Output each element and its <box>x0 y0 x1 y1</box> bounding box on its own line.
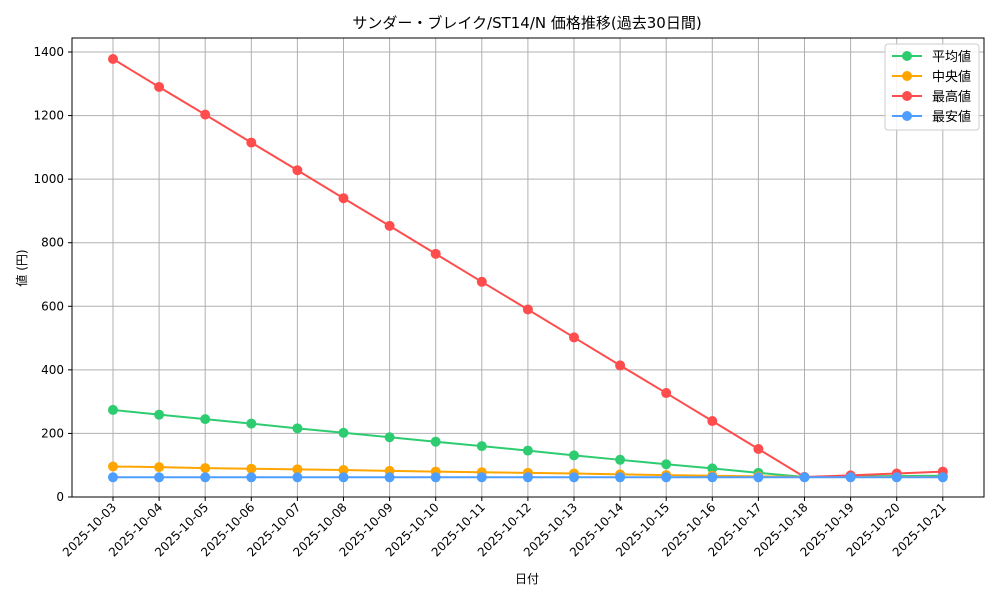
y-axis-label: 値 (円) <box>14 249 29 286</box>
data-point <box>661 388 672 399</box>
data-point <box>430 436 441 447</box>
chart-title: サンダー・ブレイク/ST14/N 価格推移(過去30日間) <box>352 14 701 32</box>
data-point <box>799 472 810 483</box>
legend-label: 中央値 <box>932 69 971 85</box>
data-point <box>430 248 441 259</box>
data-point <box>292 423 303 434</box>
grid-lines <box>72 38 984 498</box>
data-point <box>154 472 165 483</box>
data-point <box>154 81 165 92</box>
data-point <box>338 472 349 483</box>
data-point <box>246 472 257 483</box>
x-axis: 2025-10-032025-10-042025-10-052025-10-06… <box>60 497 949 559</box>
data-point <box>937 472 948 483</box>
legend-marker-icon <box>902 51 912 61</box>
y-tick-label: 1200 <box>33 109 64 123</box>
legend-marker-icon <box>902 111 912 121</box>
y-tick-label: 1000 <box>33 172 64 186</box>
data-point <box>246 418 257 429</box>
x-axis-label: 日付 <box>515 572 539 586</box>
data-point <box>108 404 118 415</box>
y-tick-label: 0 <box>56 490 64 504</box>
data-point <box>200 414 211 425</box>
y-tick-label: 600 <box>41 299 64 313</box>
data-point <box>661 459 672 470</box>
data-point <box>292 464 303 475</box>
data-point <box>292 472 303 483</box>
legend-marker-icon <box>902 71 912 81</box>
data-point <box>569 332 579 343</box>
y-tick-label: 1400 <box>33 45 64 59</box>
series-lines <box>108 53 948 483</box>
data-point <box>384 432 395 443</box>
data-point <box>200 109 211 120</box>
data-point <box>707 416 718 427</box>
data-point <box>615 472 626 483</box>
data-point <box>569 450 579 461</box>
data-point <box>154 409 165 420</box>
series-3 <box>108 472 948 483</box>
legend-label: 最安値 <box>932 109 971 125</box>
data-point <box>661 472 672 483</box>
data-point <box>108 472 118 483</box>
data-point <box>522 304 533 315</box>
data-point <box>338 427 349 438</box>
data-point <box>476 472 487 483</box>
data-point <box>845 472 856 483</box>
data-point <box>108 461 118 472</box>
legend-label: 平均値 <box>932 49 971 65</box>
data-point <box>200 463 211 474</box>
legend-marker-icon <box>902 91 912 101</box>
data-point <box>569 472 579 483</box>
y-tick-label: 800 <box>41 236 64 250</box>
data-point <box>753 472 764 483</box>
data-point <box>200 472 211 483</box>
data-point <box>108 53 118 64</box>
data-point <box>615 454 626 465</box>
data-point <box>476 276 487 287</box>
data-point <box>707 463 718 474</box>
legend-label: 最高値 <box>932 89 971 105</box>
data-point <box>246 137 257 148</box>
data-point <box>154 462 165 473</box>
y-tick-label: 400 <box>41 363 64 377</box>
data-point <box>522 472 533 483</box>
data-point <box>476 441 487 452</box>
data-point <box>707 472 718 483</box>
data-point <box>338 193 349 204</box>
data-point <box>753 444 764 455</box>
data-point <box>292 165 303 176</box>
data-point <box>384 220 395 231</box>
data-point <box>338 464 349 475</box>
data-point <box>891 472 902 483</box>
y-axis: 0 200 400 600 800 1000 1200 1400 <box>33 45 72 504</box>
data-point <box>246 463 257 474</box>
data-point <box>384 472 395 483</box>
data-point <box>430 472 441 483</box>
y-tick-label: 200 <box>41 426 64 440</box>
data-point <box>522 445 533 456</box>
data-point <box>615 360 626 371</box>
